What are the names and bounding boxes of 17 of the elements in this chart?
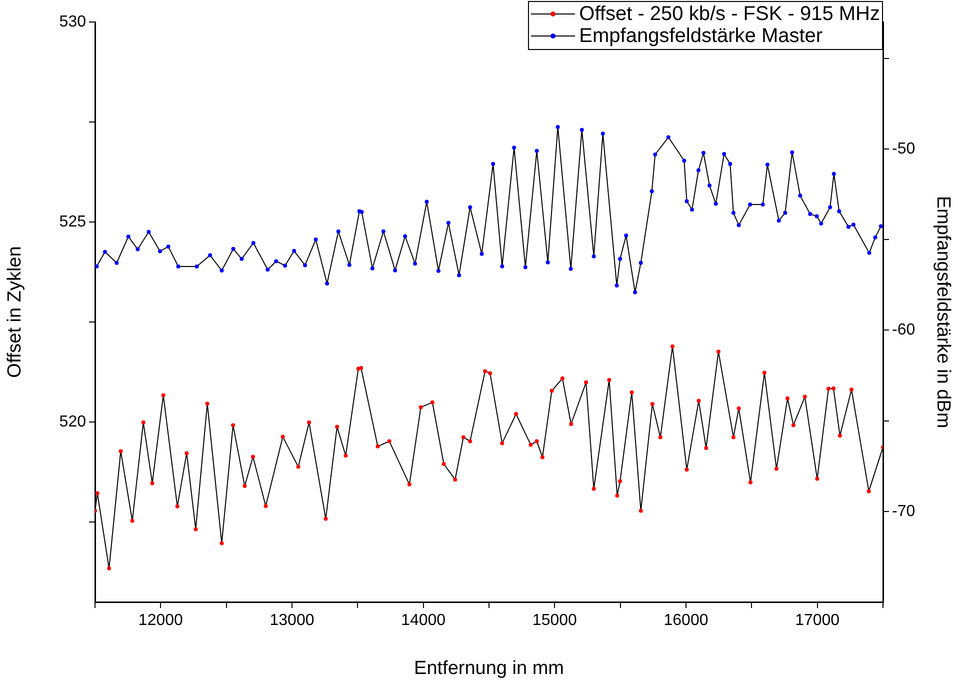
x-tick-label: 17000 bbox=[795, 612, 840, 630]
legend-label: Offset - 250 kb/s - FSK - 915 MHz bbox=[579, 3, 880, 25]
x-tick-label: 16000 bbox=[664, 612, 708, 630]
x-tick-label: 12000 bbox=[138, 612, 184, 630]
y2-tick-label: -50 bbox=[892, 140, 916, 158]
x-axis-title: Entfernung in mm bbox=[414, 658, 564, 679]
x-tick-label: 13000 bbox=[270, 612, 314, 630]
x-tick-label: 14000 bbox=[401, 612, 446, 630]
x-tick-label: 15000 bbox=[532, 612, 578, 630]
y2-tick-label: -70 bbox=[892, 502, 916, 520]
y-tick-label: 530 bbox=[59, 13, 86, 30]
y-tick-label: 525 bbox=[59, 213, 86, 230]
y2-tick-label: -60 bbox=[892, 322, 916, 339]
y2-axis-title: Empfangsfeldstärke in dBm bbox=[932, 196, 954, 428]
legend-label: Empfangsfeldstärke Master bbox=[579, 25, 823, 47]
y-tick-label: 520 bbox=[59, 413, 86, 430]
y-axis-title: Offset in Zyklen bbox=[4, 246, 26, 378]
